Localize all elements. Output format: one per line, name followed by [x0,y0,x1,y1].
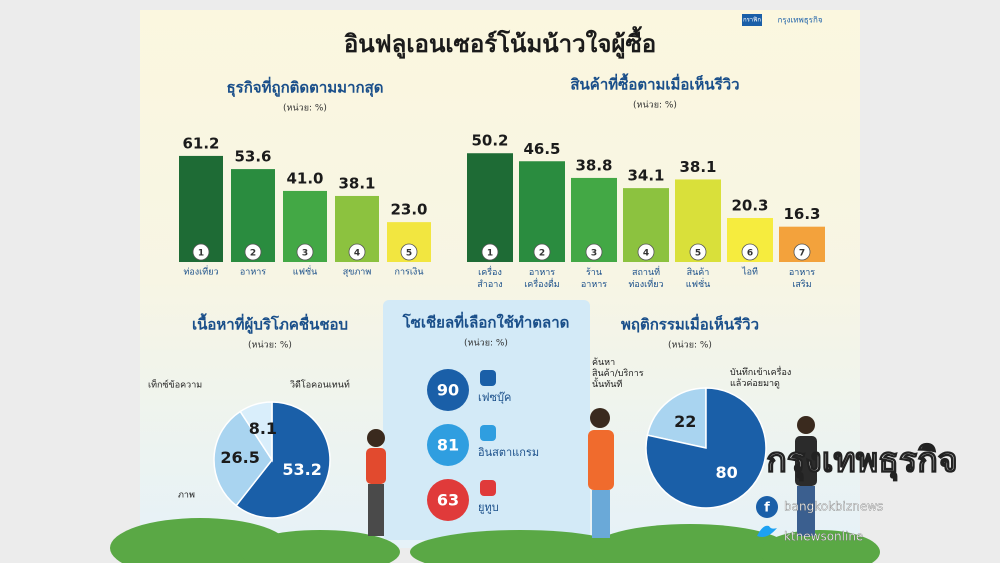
credit-badge [742,14,762,26]
value-label: 34.1 [627,167,664,185]
value-label: 38.1 [338,174,375,192]
category-label: เครื่องสำอาง [477,265,502,290]
value-label: 53.6 [234,148,271,166]
credit-brand: กรุงเทพธุรกิจ [777,16,822,25]
rank-label: 4 [643,249,649,259]
hills [110,518,880,563]
bubble-value: 90 [437,381,459,400]
rank-label: 4 [354,249,360,259]
rank-badge [689,243,707,261]
social-label: ยูทูบ [478,501,499,514]
social-label: เฟซบุ๊ค [478,391,511,404]
rank-label: 5 [406,249,412,259]
category-label: ท่องเที่ยว [183,265,218,278]
rank-label: 2 [539,249,545,259]
bubble [427,424,469,466]
category-label: สุขภาพ [343,268,372,278]
slice-label: วิดีโอคอนเทนท์ [290,379,350,391]
rank-badge [585,243,603,261]
social-panel [383,300,590,540]
slice-label: เท็กซ์ข้อความ [148,378,202,391]
slice-value: 22 [674,412,696,431]
rank-label: 1 [198,249,204,259]
rank-badge [348,243,366,261]
slice-value: 8.1 [249,419,277,438]
category-label: อาหารเสริม [789,268,815,290]
rank-badge [296,243,314,261]
chart-title: สินค้าที่ซื้อตามเมื่อเห็นรีวิว [570,73,739,94]
rank-label: 5 [695,249,701,259]
value-label: 20.3 [731,197,768,215]
category-label: อาหาร [240,268,266,278]
rank-badge [533,243,551,261]
bubble [427,369,469,411]
chart-subtitle: (หน่วย: %) [248,341,292,351]
social-icon [480,425,496,441]
category-label: ไอที [741,267,758,278]
value-label: 16.3 [783,205,820,223]
rank-badge [637,243,655,261]
chart-title: โซเชียลที่เลือกใช้ทำตลาด [402,312,570,332]
rank-label: 1 [487,249,493,259]
category-label: การเงิน [395,267,424,278]
rank-label: 3 [302,249,308,259]
slice-label: ภาพ [178,491,195,501]
watermark-twitter: ktnewsonline [784,530,863,544]
charts: ธุรกิจที่ถูกติดตามมากสุด (หน่วย: %) 61.2 1 ท… [148,73,825,521]
pie-slice [213,410,273,507]
rank-badge [793,243,811,261]
rank-label: 3 [591,249,597,259]
value-label: 41.0 [286,169,323,187]
bubble [427,479,469,521]
value-label: 38.1 [679,158,716,176]
value-label: 46.5 [523,140,560,158]
category-label: ร้านอาหาร [581,267,607,290]
value-label: 38.8 [575,156,612,174]
pie-slice [646,387,707,449]
slice-value: 53.2 [282,460,321,479]
rank-badge [244,243,262,261]
chart-subtitle: (หน่วย: %) [464,339,508,349]
value-label: 50.2 [471,132,508,150]
social-icon [480,370,496,386]
figures [366,408,817,538]
chart-title: ธุรกิจที่ถูกติดตามมากสุด [227,77,384,98]
rank-badge [741,243,759,261]
chart-subtitle: (หน่วย: %) [633,101,677,111]
rank-label: 2 [250,249,256,259]
rank-badge [192,243,210,261]
bubble-value: 63 [437,491,459,510]
social-label: อินสตาแกรม [478,446,539,459]
chart-title: เนื้อหาที่ผู้บริโภคชื่นชอบ [192,313,348,335]
value-label: 23.0 [390,201,427,219]
rank-label: 6 [747,249,753,259]
value-label: 61.2 [182,134,219,152]
chart-subtitle: (หน่วย: %) [283,104,327,114]
slice-value: 26.5 [220,448,259,467]
pie-slice [239,401,273,463]
category-label: สถานที่ท่องเที่ยว [628,265,663,290]
social-icon [480,480,496,496]
chart-title: พฤติกรรมเมื่อเห็นรีวิว [621,314,759,334]
pie-slice [645,387,767,509]
category-label: อาหารเครื่องดื่ม [524,268,560,290]
rank-label: 7 [799,249,805,259]
chart-subtitle: (หน่วย: %) [668,341,712,351]
watermark: กรุงเทพธุรกิจ f bangkokbiznews ktnewsonl… [756,440,958,544]
slice-label: ค้นหาสินค้า/บริการนั้นทันที [592,357,644,390]
main-title: อินฟลูเอนเซอร์โน้มน้าวใจผู้ซื้อ [344,25,656,59]
bubble-value: 81 [437,436,459,455]
pie-slice [235,401,331,519]
slice-label: บันทึกเข้าเครื่องแล้วค่อยมาดู [730,365,791,389]
rank-badge [400,243,418,261]
watermark-facebook: bangkokbiznews [784,500,883,514]
watermark-brand: กรุงเทพธุรกิจ [766,441,957,482]
credit-label: กราฟิก [743,17,761,24]
svg-text:f: f [764,501,770,516]
rank-badge [481,243,499,261]
category-label: แฟชั่น [293,265,317,278]
slice-value: 80 [716,463,738,482]
category-label: สินค้าแฟชั่น [686,267,710,290]
